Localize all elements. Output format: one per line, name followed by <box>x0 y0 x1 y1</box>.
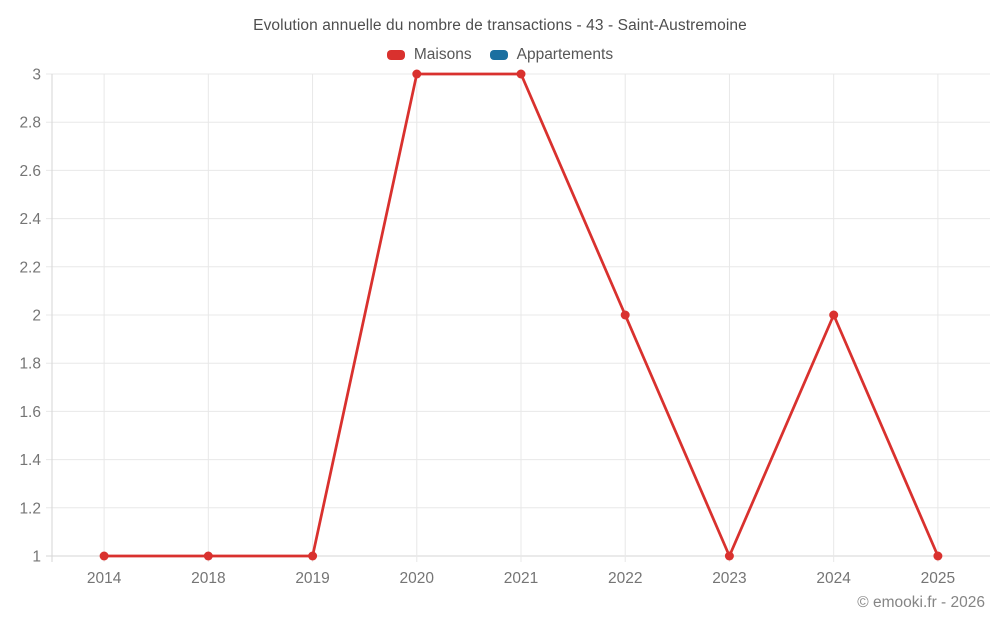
y-axis-tick-label: 2.2 <box>19 259 41 276</box>
y-axis-tick-label: 2.4 <box>19 211 41 228</box>
data-point-maisons[interactable] <box>412 69 422 79</box>
x-axis-tick-label: 2014 <box>87 570 122 587</box>
chart-legend: Maisons Appartements <box>0 46 1000 64</box>
y-axis-tick-label: 2 <box>32 308 41 325</box>
x-axis-tick-label: 2022 <box>608 570 642 587</box>
y-axis-tick-label: 3 <box>32 67 41 84</box>
y-axis-tick-label: 2.8 <box>19 115 41 132</box>
y-axis-tick-label: 1.8 <box>19 356 41 373</box>
x-axis-tick-label: 2024 <box>816 570 851 587</box>
y-axis-tick-label: 1 <box>32 549 41 566</box>
x-axis-tick-label: 2020 <box>400 570 435 587</box>
data-point-maisons[interactable] <box>724 551 734 561</box>
legend-item-appartements[interactable]: Appartements <box>489 46 614 64</box>
legend-label-appartements: Appartements <box>516 46 614 63</box>
data-point-maisons[interactable] <box>933 551 943 561</box>
y-axis-tick-label: 1.2 <box>19 500 41 517</box>
data-point-maisons[interactable] <box>516 69 526 79</box>
legend-item-maisons[interactable]: Maisons <box>386 46 472 64</box>
series-maisons <box>99 69 943 561</box>
x-axis-tick-label: 2025 <box>921 570 955 587</box>
data-point-maisons[interactable] <box>203 551 213 561</box>
data-point-maisons[interactable] <box>829 310 839 320</box>
chart-title: Evolution annuelle du nombre de transact… <box>253 17 747 34</box>
x-axis-tick-label: 2021 <box>504 570 538 587</box>
x-axis-tick-label: 2018 <box>191 570 225 587</box>
y-axis-tick-label: 1.4 <box>19 452 41 469</box>
legend-label-maisons: Maisons <box>413 46 472 63</box>
data-point-maisons[interactable] <box>99 551 109 561</box>
x-axis-tick-label: 2023 <box>712 570 746 587</box>
legend-swatch-appartements <box>489 50 508 60</box>
legend-swatch-maisons <box>386 50 405 60</box>
watermark-credit: © emooki.fr - 2026 <box>857 594 985 611</box>
data-point-maisons[interactable] <box>308 551 318 561</box>
y-axis-tick-label: 2.6 <box>19 163 41 180</box>
data-point-maisons[interactable] <box>620 310 630 320</box>
y-axis-tick-label: 1.6 <box>19 404 41 421</box>
x-axis-tick-label: 2019 <box>295 570 329 587</box>
